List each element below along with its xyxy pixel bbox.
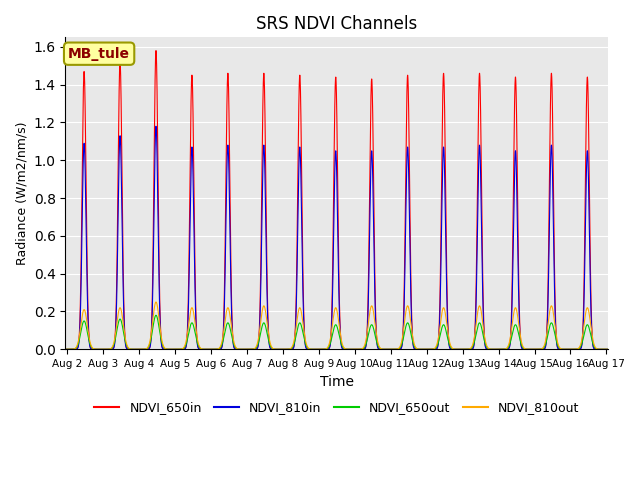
NDVI_810out <box>60 347 67 352</box>
NDVI_810out <box>388 347 396 352</box>
NDVI_650in <box>388 347 396 352</box>
NDVI_650out <box>152 312 160 318</box>
Line: NDVI_810in: NDVI_810in <box>63 126 610 349</box>
Y-axis label: Radiance (W/m2/nm/s): Radiance (W/m2/nm/s) <box>15 121 28 265</box>
NDVI_650in <box>468 347 476 352</box>
NDVI_810in <box>60 347 67 352</box>
NDVI_650in <box>509 226 516 231</box>
NDVI_650out <box>468 345 476 351</box>
NDVI_650out <box>60 347 67 352</box>
NDVI_810out <box>269 345 276 351</box>
NDVI_650out <box>269 346 276 351</box>
NDVI_810out <box>468 345 476 350</box>
NDVI_810in <box>415 347 423 352</box>
Legend: NDVI_650in, NDVI_810in, NDVI_650out, NDVI_810out: NDVI_650in, NDVI_810in, NDVI_650out, NDV… <box>90 396 584 419</box>
NDVI_650out <box>415 347 423 352</box>
Line: NDVI_650in: NDVI_650in <box>63 50 610 349</box>
NDVI_650in <box>152 48 160 53</box>
NDVI_650in <box>415 347 423 352</box>
NDVI_650out <box>159 343 167 349</box>
NDVI_650out <box>606 347 614 352</box>
NDVI_810in <box>159 346 167 352</box>
NDVI_810out <box>159 342 167 348</box>
NDVI_650in <box>606 347 614 352</box>
NDVI_650out <box>388 347 396 352</box>
NDVI_650in <box>159 346 167 351</box>
NDVI_810out <box>415 347 423 352</box>
NDVI_650in <box>269 347 276 352</box>
NDVI_650in <box>60 347 67 352</box>
NDVI_810out <box>509 316 516 322</box>
NDVI_810in <box>509 258 516 264</box>
NDVI_810in <box>152 123 160 129</box>
Title: SRS NDVI Channels: SRS NDVI Channels <box>256 15 417 33</box>
NDVI_810in <box>388 347 396 352</box>
Line: NDVI_650out: NDVI_650out <box>63 315 610 349</box>
NDVI_810out <box>606 347 614 352</box>
NDVI_810in <box>468 347 476 352</box>
Text: MB_tule: MB_tule <box>68 47 130 60</box>
NDVI_650out <box>509 328 516 334</box>
X-axis label: Time: Time <box>320 374 354 389</box>
NDVI_810in <box>269 347 276 352</box>
NDVI_810in <box>606 347 614 352</box>
Line: NDVI_810out: NDVI_810out <box>63 302 610 349</box>
NDVI_810out <box>152 299 160 305</box>
